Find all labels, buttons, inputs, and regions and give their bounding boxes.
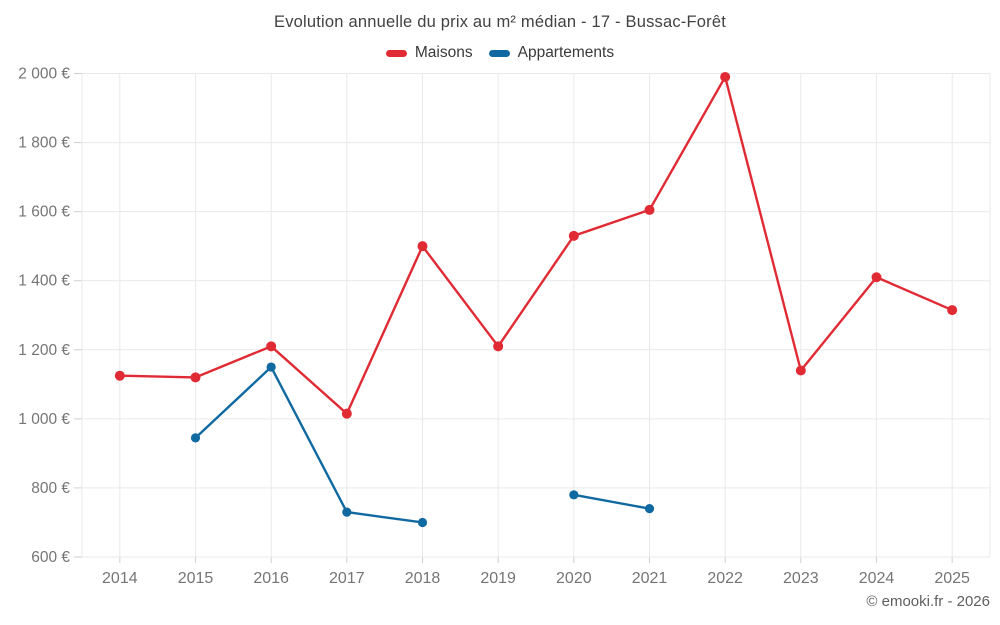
point-appartements-2018[interactable] — [417, 517, 428, 528]
point-appartements-2017[interactable] — [342, 507, 352, 517]
legend-swatch-maisons — [385, 49, 407, 57]
legend-item-maisons[interactable]: Maisons — [385, 44, 473, 62]
x-tick-label: 2014 — [102, 570, 138, 587]
point-appartements-2015[interactable] — [190, 433, 201, 443]
x-tick-label: 2024 — [859, 570, 895, 587]
y-tick-label: 2 000 € — [18, 66, 70, 83]
point-maisons-2020[interactable] — [568, 230, 579, 241]
legend-label-maisons: Maisons — [414, 44, 473, 61]
legend-item-appartements[interactable]: Appartements — [488, 44, 615, 62]
point-appartements-2016[interactable] — [266, 362, 276, 372]
legend: Maisons Appartements — [0, 44, 1000, 62]
point-maisons-2017[interactable] — [341, 408, 352, 419]
watermark: © emooki.fr - 2026 — [866, 593, 990, 610]
x-tick-label: 2018 — [405, 570, 441, 587]
x-tick-label: 2020 — [556, 570, 592, 587]
y-tick-label: 800 € — [31, 480, 70, 497]
point-maisons-2019[interactable] — [493, 341, 504, 352]
legend-swatch-appartements — [488, 49, 510, 57]
series-line-appartements — [194, 365, 424, 524]
y-tick-label: 1 800 € — [18, 135, 70, 152]
point-maisons-2025[interactable] — [947, 305, 958, 316]
x-tick-label: 2022 — [707, 570, 743, 587]
y-tick-label: 1 000 € — [18, 411, 70, 428]
x-tick-label: 2025 — [934, 570, 970, 587]
y-tick-label: 600 € — [31, 549, 70, 566]
point-maisons-2022[interactable] — [720, 71, 731, 82]
point-maisons-2014[interactable] — [114, 370, 125, 381]
x-tick-label: 2021 — [632, 570, 668, 587]
point-maisons-2024[interactable] — [871, 272, 882, 283]
point-maisons-2018[interactable] — [417, 241, 428, 252]
point-appartements-2020[interactable] — [569, 490, 579, 500]
series-line-appartements — [572, 493, 651, 510]
chart-title: Evolution annuelle du prix au m² médian … — [273, 13, 726, 31]
y-tick-label: 1 400 € — [18, 273, 70, 290]
x-tick-label: 2015 — [178, 570, 214, 587]
point-maisons-2021[interactable] — [644, 204, 655, 215]
x-tick-label: 2016 — [253, 570, 289, 587]
y-tick-label: 1 200 € — [18, 342, 70, 359]
x-tick-label: 2017 — [329, 570, 365, 587]
point-maisons-2015[interactable] — [190, 372, 201, 383]
point-maisons-2023[interactable] — [795, 365, 806, 376]
series-line-maisons — [118, 75, 954, 415]
point-maisons-2016[interactable] — [266, 341, 277, 352]
y-tick-label: 1 600 € — [18, 204, 70, 221]
x-tick-label: 2023 — [783, 570, 819, 587]
point-appartements-2021[interactable] — [644, 504, 655, 514]
legend-label-appartements: Appartements — [517, 44, 615, 61]
x-tick-label: 2019 — [480, 570, 516, 587]
